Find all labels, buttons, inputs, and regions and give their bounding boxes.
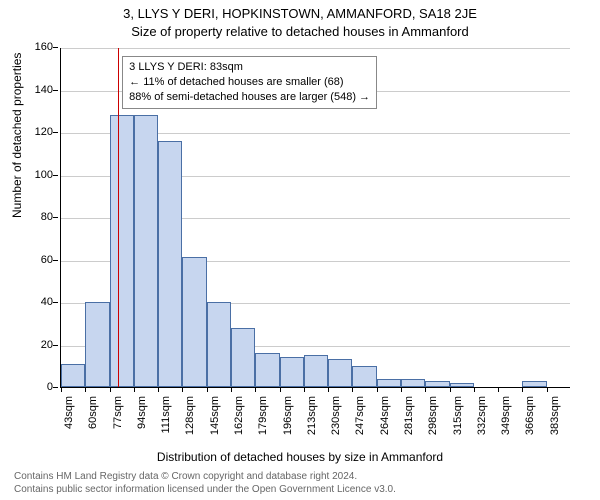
- histogram-bar: [280, 357, 304, 387]
- footer-attribution: Contains HM Land Registry data © Crown c…: [14, 470, 396, 496]
- y-tick-label: 20: [23, 339, 53, 351]
- x-tick-label: 298sqm: [427, 396, 439, 436]
- x-tick-mark: [231, 387, 232, 392]
- x-tick-label: 383sqm: [549, 396, 561, 436]
- x-tick-mark: [182, 387, 183, 392]
- x-tick-mark: [304, 387, 305, 392]
- histogram-bar: [328, 359, 352, 387]
- histogram-bar: [377, 379, 401, 388]
- x-tick-label: 60sqm: [87, 396, 99, 436]
- y-tick-label: 120: [23, 126, 53, 138]
- x-tick-mark: [401, 387, 402, 392]
- y-tick-label: 60: [23, 254, 53, 266]
- histogram-bar: [522, 381, 546, 387]
- x-tick-mark: [61, 387, 62, 392]
- callout-line3: 88% of semi-detached houses are larger (…: [129, 90, 370, 105]
- x-tick-label: 332sqm: [476, 396, 488, 436]
- x-tick-mark: [474, 387, 475, 392]
- x-tick-label: 162sqm: [233, 396, 245, 436]
- plot-area: 02040608010012014016043sqm60sqm77sqm94sq…: [60, 48, 570, 388]
- x-tick-mark: [280, 387, 281, 392]
- histogram-bar: [110, 115, 134, 387]
- x-tick-mark: [328, 387, 329, 392]
- x-tick-label: 366sqm: [524, 396, 536, 436]
- x-tick-mark: [158, 387, 159, 392]
- histogram-bar: [352, 366, 376, 387]
- y-tick-label: 40: [23, 296, 53, 308]
- x-tick-label: 349sqm: [500, 396, 512, 436]
- callout-box: 3 LLYS Y DERI: 83sqm← 11% of detached ho…: [122, 56, 377, 109]
- callout-line2: ← 11% of detached houses are smaller (68…: [129, 75, 370, 90]
- x-tick-mark: [110, 387, 111, 392]
- x-axis-label: Distribution of detached houses by size …: [0, 450, 600, 464]
- footer-line1: Contains HM Land Registry data © Crown c…: [14, 470, 396, 483]
- histogram-bar: [158, 141, 182, 388]
- histogram-bar: [182, 257, 206, 387]
- x-tick-label: 196sqm: [282, 396, 294, 436]
- histogram-bar: [304, 355, 328, 387]
- x-tick-label: 111sqm: [160, 396, 172, 436]
- histogram-bar: [401, 379, 425, 388]
- x-tick-label: 213sqm: [306, 396, 318, 436]
- chart-title-line1: 3, LLYS Y DERI, HOPKINSTOWN, AMMANFORD, …: [0, 6, 600, 21]
- x-tick-label: 128sqm: [184, 396, 196, 436]
- grid-line: [61, 48, 570, 49]
- x-tick-label: 264sqm: [379, 396, 391, 436]
- x-tick-label: 315sqm: [452, 396, 464, 436]
- y-tick-label: 80: [23, 211, 53, 223]
- x-tick-mark: [207, 387, 208, 392]
- callout-line1: 3 LLYS Y DERI: 83sqm: [129, 60, 370, 75]
- x-tick-label: 94sqm: [136, 396, 148, 436]
- y-tick-label: 100: [23, 169, 53, 181]
- x-tick-mark: [352, 387, 353, 392]
- histogram-bar: [255, 353, 279, 387]
- y-tick-label: 140: [23, 84, 53, 96]
- histogram-bar: [207, 302, 231, 387]
- x-tick-mark: [377, 387, 378, 392]
- x-tick-mark: [450, 387, 451, 392]
- x-tick-label: 230sqm: [330, 396, 342, 436]
- y-axis-label: Number of detached properties: [10, 53, 24, 218]
- chart-container: 3, LLYS Y DERI, HOPKINSTOWN, AMMANFORD, …: [0, 0, 600, 500]
- x-tick-mark: [255, 387, 256, 392]
- histogram-bar: [231, 328, 255, 388]
- reference-marker-line: [118, 48, 119, 387]
- x-tick-mark: [134, 387, 135, 392]
- x-tick-mark: [522, 387, 523, 392]
- x-tick-mark: [547, 387, 548, 392]
- footer-line2: Contains public sector information licen…: [14, 483, 396, 496]
- x-tick-mark: [85, 387, 86, 392]
- y-tick-label: 160: [23, 41, 53, 53]
- histogram-bar: [61, 364, 85, 387]
- x-tick-mark: [425, 387, 426, 392]
- x-tick-label: 43sqm: [63, 396, 75, 436]
- x-tick-label: 247sqm: [354, 396, 366, 436]
- histogram-bar: [85, 302, 109, 387]
- x-tick-label: 281sqm: [403, 396, 415, 436]
- y-tick-label: 0: [23, 381, 53, 393]
- histogram-bar: [425, 381, 449, 387]
- histogram-bar: [450, 383, 474, 387]
- x-tick-mark: [498, 387, 499, 392]
- x-tick-label: 179sqm: [257, 396, 269, 436]
- x-tick-label: 77sqm: [112, 396, 124, 436]
- histogram-bar: [134, 115, 158, 387]
- chart-title-line2: Size of property relative to detached ho…: [0, 24, 600, 39]
- x-tick-label: 145sqm: [209, 396, 221, 436]
